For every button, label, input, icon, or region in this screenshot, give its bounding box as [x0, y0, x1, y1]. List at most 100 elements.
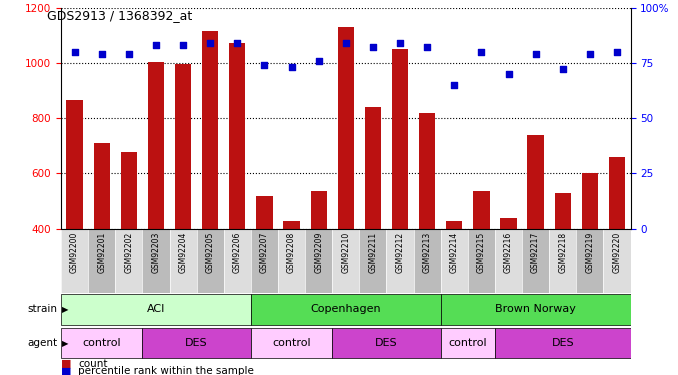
Point	[232, 40, 243, 46]
Bar	[305, 229, 332, 292]
Bar	[61, 328, 142, 358]
Text: GSM92219: GSM92219	[585, 232, 595, 273]
Point	[557, 66, 568, 72]
Bar	[148, 62, 164, 229]
Text: control: control	[83, 338, 121, 348]
Point	[584, 51, 595, 57]
Point	[395, 40, 405, 46]
Bar	[256, 196, 273, 229]
Text: GSM92208: GSM92208	[287, 232, 296, 273]
Bar	[555, 193, 571, 229]
Text: GSM92216: GSM92216	[504, 232, 513, 273]
Text: ACI: ACI	[146, 304, 165, 314]
Text: GSM92201: GSM92201	[97, 232, 106, 273]
Bar	[332, 328, 441, 358]
Point	[178, 42, 188, 48]
Text: GSM92205: GSM92205	[205, 232, 215, 273]
Text: GSM92206: GSM92206	[233, 232, 242, 273]
Point	[476, 49, 487, 55]
Bar	[338, 27, 354, 229]
Bar	[500, 217, 517, 229]
Bar	[522, 229, 549, 292]
Text: GSM92203: GSM92203	[151, 232, 161, 273]
Text: percentile rank within the sample: percentile rank within the sample	[78, 366, 254, 375]
Text: GSM92209: GSM92209	[314, 232, 323, 273]
Text: GSM92214: GSM92214	[450, 232, 459, 273]
Text: Copenhagen: Copenhagen	[311, 304, 381, 314]
Bar	[468, 229, 495, 292]
Bar	[549, 229, 576, 292]
Point	[286, 64, 297, 70]
Text: strain: strain	[28, 304, 58, 314]
Bar	[142, 328, 251, 358]
Text: GSM92217: GSM92217	[531, 232, 540, 273]
Bar	[495, 328, 631, 358]
Bar	[229, 43, 245, 229]
Text: GSM92204: GSM92204	[178, 232, 188, 273]
Bar	[473, 191, 490, 229]
Text: Brown Norway: Brown Norway	[495, 304, 576, 314]
Point	[123, 51, 134, 57]
Bar	[197, 229, 224, 292]
Bar	[61, 229, 88, 292]
Bar	[414, 229, 441, 292]
Text: count: count	[78, 359, 108, 369]
Bar	[609, 157, 625, 229]
Point	[612, 49, 622, 55]
Point	[259, 62, 270, 68]
Bar	[359, 229, 386, 292]
Bar	[66, 100, 83, 229]
Bar	[251, 294, 441, 324]
Point	[205, 40, 216, 46]
Bar	[175, 64, 191, 229]
Text: ▶: ▶	[62, 305, 69, 314]
Bar	[576, 229, 603, 292]
Text: GSM92210: GSM92210	[341, 232, 351, 273]
Bar	[170, 229, 197, 292]
Point	[422, 44, 433, 50]
Point	[449, 82, 460, 88]
Bar	[94, 143, 110, 229]
Bar	[88, 229, 115, 292]
Bar	[446, 221, 462, 229]
Bar	[283, 221, 300, 229]
Bar	[365, 107, 381, 229]
Point	[96, 51, 107, 57]
Bar	[386, 229, 414, 292]
Bar	[419, 112, 435, 229]
Bar	[311, 191, 327, 229]
Point	[367, 44, 378, 50]
Text: GSM92202: GSM92202	[124, 232, 134, 273]
Text: agent: agent	[28, 338, 58, 348]
Bar	[495, 229, 522, 292]
Bar	[527, 135, 544, 229]
Point	[313, 58, 324, 64]
Text: GSM92213: GSM92213	[422, 232, 432, 273]
Text: DES: DES	[375, 338, 398, 348]
Text: GSM92211: GSM92211	[368, 232, 378, 273]
Point	[151, 42, 161, 48]
Point	[530, 51, 541, 57]
Text: GSM92212: GSM92212	[395, 232, 405, 273]
Text: control: control	[273, 338, 311, 348]
Bar	[582, 173, 598, 229]
Bar	[115, 229, 142, 292]
Point	[503, 71, 514, 77]
Bar	[332, 229, 359, 292]
Bar	[441, 328, 495, 358]
Text: GSM92220: GSM92220	[612, 232, 622, 273]
Bar	[603, 229, 631, 292]
Text: GDS2913 / 1368392_at: GDS2913 / 1368392_at	[47, 9, 193, 22]
Bar	[251, 229, 278, 292]
Bar	[142, 229, 170, 292]
Point	[340, 40, 351, 46]
Text: GSM92200: GSM92200	[70, 232, 79, 273]
Text: DES: DES	[551, 338, 574, 348]
Text: GSM92207: GSM92207	[260, 232, 269, 273]
Bar	[278, 229, 305, 292]
Bar	[224, 229, 251, 292]
Text: ■: ■	[61, 366, 71, 375]
Text: GSM92215: GSM92215	[477, 232, 486, 273]
Text: DES: DES	[185, 338, 208, 348]
Bar	[441, 229, 468, 292]
